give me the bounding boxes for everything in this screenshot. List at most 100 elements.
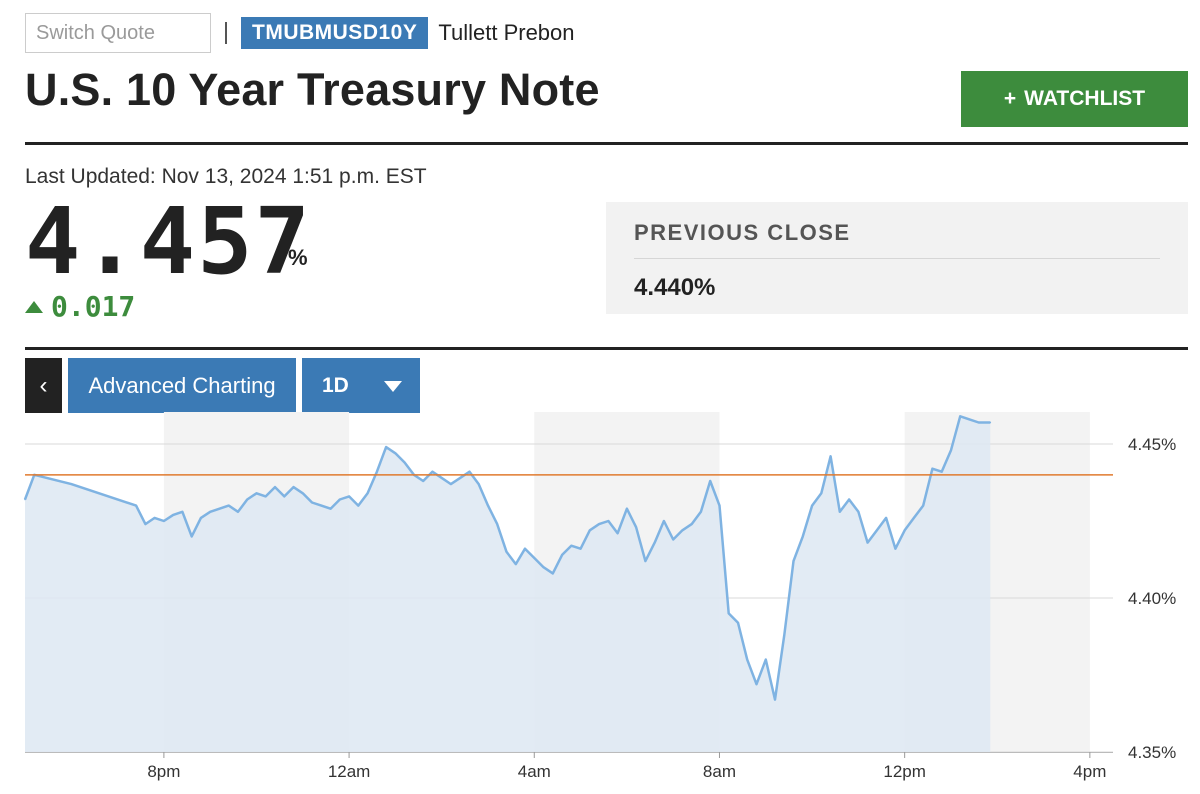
data-point — [301, 492, 304, 495]
data-point — [190, 535, 193, 538]
data-point — [431, 470, 434, 473]
previous-close-panel: PREVIOUS CLOSE 4.440% — [606, 202, 1188, 314]
y-tick-label: 4.45% — [1128, 435, 1176, 454]
data-point — [283, 495, 286, 498]
data-point — [940, 470, 943, 473]
data-point — [663, 520, 665, 522]
x-tick-label: 12pm — [883, 762, 926, 781]
data-point — [237, 510, 239, 513]
data-point — [385, 446, 387, 448]
data-point — [477, 483, 480, 485]
change-value: 0.017 — [51, 290, 136, 323]
x-tick-label: 12am — [328, 762, 371, 781]
yield-unit: % — [288, 245, 308, 270]
quote-header-bar: TMUBMUSD10Y Tullett Prebon — [25, 13, 575, 53]
yield-change: 0.017 — [25, 290, 135, 323]
data-point — [644, 560, 647, 562]
data-point — [450, 483, 452, 485]
data-point — [950, 449, 952, 451]
data-point — [311, 501, 313, 504]
data-point — [24, 498, 26, 501]
range-value: 1D — [322, 374, 349, 397]
page-title: U.S. 10 Year Treasury Note — [25, 64, 600, 115]
data-point — [700, 510, 702, 513]
data-point — [394, 452, 397, 455]
add-to-watchlist-button[interactable]: + WATCHLIST — [961, 71, 1188, 127]
data-point — [292, 486, 295, 488]
data-point — [755, 683, 758, 686]
up-arrow-icon — [25, 300, 43, 313]
data-point — [672, 538, 674, 541]
data-point — [690, 523, 693, 525]
data-point — [681, 529, 684, 532]
data-point — [376, 470, 378, 473]
data-point — [366, 492, 369, 495]
yield-chart: 4.45% 4.40% 4.35% 8pm 12am 4am 8am 12pm 4pm — [23, 412, 1176, 781]
data-point — [616, 532, 619, 535]
chart-divider — [25, 347, 1188, 350]
x-tick-label: 4pm — [1073, 762, 1106, 781]
data-point — [968, 418, 971, 421]
data-point — [246, 498, 249, 501]
data-point — [422, 480, 424, 482]
data-point — [468, 470, 471, 473]
data-point — [903, 529, 906, 532]
data-point — [718, 504, 721, 507]
chevron-left-icon[interactable]: ‹ — [25, 358, 62, 413]
data-point — [320, 504, 323, 507]
data-point — [829, 455, 832, 458]
data-point — [977, 421, 980, 424]
data-point — [200, 517, 202, 519]
data-point — [255, 492, 258, 495]
previous-close-value: 4.440% — [634, 274, 716, 301]
data-point — [802, 535, 804, 538]
data-point — [274, 486, 276, 488]
data-point — [783, 634, 786, 636]
data-point — [866, 541, 869, 544]
data-point — [811, 504, 813, 507]
data-point — [514, 563, 517, 565]
y-tick-label: 4.40% — [1128, 589, 1176, 608]
data-point — [163, 520, 165, 522]
data-point — [440, 477, 443, 479]
data-point — [626, 507, 628, 510]
data-point — [561, 554, 563, 556]
data-point — [746, 658, 749, 661]
data-point — [922, 504, 924, 507]
ticker-badge: TMUBMUSD10Y — [241, 17, 429, 49]
data-point — [487, 504, 489, 507]
data-point — [533, 557, 536, 559]
data-point — [153, 517, 156, 519]
data-point — [885, 517, 887, 519]
data-point — [459, 477, 462, 479]
caret-down-icon — [384, 381, 402, 392]
switch-quote-input[interactable] — [25, 13, 211, 53]
data-point — [792, 560, 795, 562]
data-point — [913, 517, 915, 519]
data-point — [403, 461, 406, 464]
data-point — [542, 566, 545, 569]
watchlist-label: WATCHLIST — [1024, 87, 1146, 110]
series-line — [23, 415, 991, 701]
divider — [634, 258, 1160, 259]
data-point — [931, 467, 934, 470]
data-point — [820, 492, 823, 495]
data-point — [598, 523, 600, 525]
previous-close-label: PREVIOUS CLOSE — [634, 220, 851, 245]
data-point — [653, 541, 656, 544]
data-point — [959, 415, 962, 418]
range-dropdown[interactable]: 1D — [302, 358, 420, 413]
advanced-charting-button[interactable]: Advanced Charting — [68, 358, 296, 413]
plus-icon: + — [1003, 87, 1017, 110]
data-point — [218, 507, 221, 510]
data-point — [496, 523, 499, 525]
data-point — [876, 529, 878, 532]
data-point — [348, 495, 350, 498]
current-yield: 4.457 — [25, 188, 312, 295]
data-point — [181, 510, 184, 513]
data-point — [264, 495, 267, 498]
x-tick-label: 8pm — [147, 762, 180, 781]
data-point — [989, 421, 992, 424]
x-tick-label: 8am — [703, 762, 736, 781]
data-point — [839, 510, 841, 513]
